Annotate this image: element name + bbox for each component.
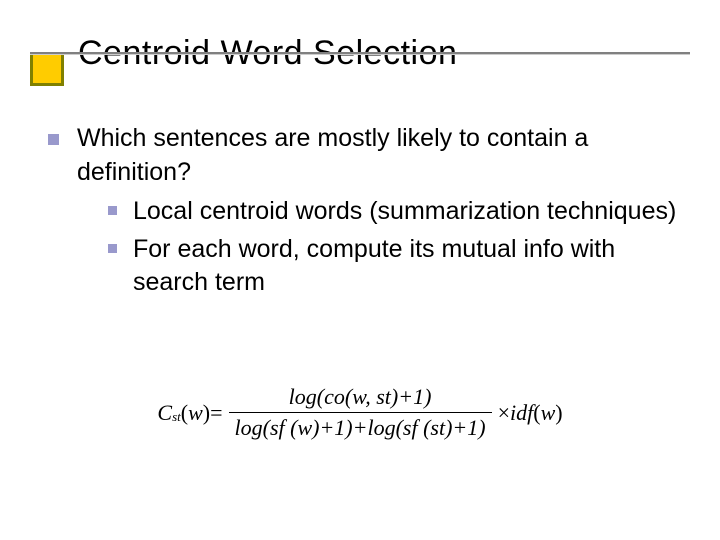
formula-numerator: log(co(w, st)+1) [283, 384, 438, 410]
formula: Cst(w) = log(co(w, st)+1) log(sf (w)+1)+… [157, 384, 562, 441]
accent-square-icon [30, 52, 64, 86]
formula-paren-close: ) [555, 400, 562, 426]
formula-equals: = [210, 400, 222, 426]
content-block: Which sentences are mostly likely to con… [48, 122, 680, 304]
formula-lhs-sub: st [172, 409, 181, 425]
list-item: For each word, compute its mutual info w… [108, 233, 680, 300]
list-item: Local centroid words (summarization tech… [108, 195, 680, 229]
formula-fraction: log(co(w, st)+1) log(sf (w)+1)+log(sf (s… [229, 384, 492, 441]
formula-rhs-arg: w [541, 400, 556, 426]
formula-paren-open: ( [533, 400, 540, 426]
square-bullet-icon [108, 244, 117, 253]
title-block: Centroid Word Selection [30, 34, 690, 104]
formula-denominator: log(sf (w)+1)+log(sf (st)+1) [229, 415, 492, 441]
title-underline [30, 52, 690, 54]
square-bullet-icon [48, 134, 59, 145]
bullet-text: Local centroid words (summarization tech… [133, 195, 676, 229]
fraction-line [229, 412, 492, 413]
formula-times: × [498, 400, 510, 426]
slide: Centroid Word Selection Which sentences … [0, 0, 720, 540]
bullet-text: For each word, compute its mutual info w… [133, 233, 680, 300]
formula-lhs-arg: w [188, 400, 203, 426]
formula-paren-open: ( [181, 400, 188, 426]
formula-lhs-var: C [157, 400, 172, 426]
square-bullet-icon [108, 206, 117, 215]
formula-block: Cst(w) = log(co(w, st)+1) log(sf (w)+1)+… [0, 384, 720, 441]
list-item: Which sentences are mostly likely to con… [48, 122, 680, 189]
bullet-text: Which sentences are mostly likely to con… [77, 122, 680, 189]
formula-paren-close: ) [203, 400, 210, 426]
formula-rhs-fn: idf [510, 400, 533, 426]
